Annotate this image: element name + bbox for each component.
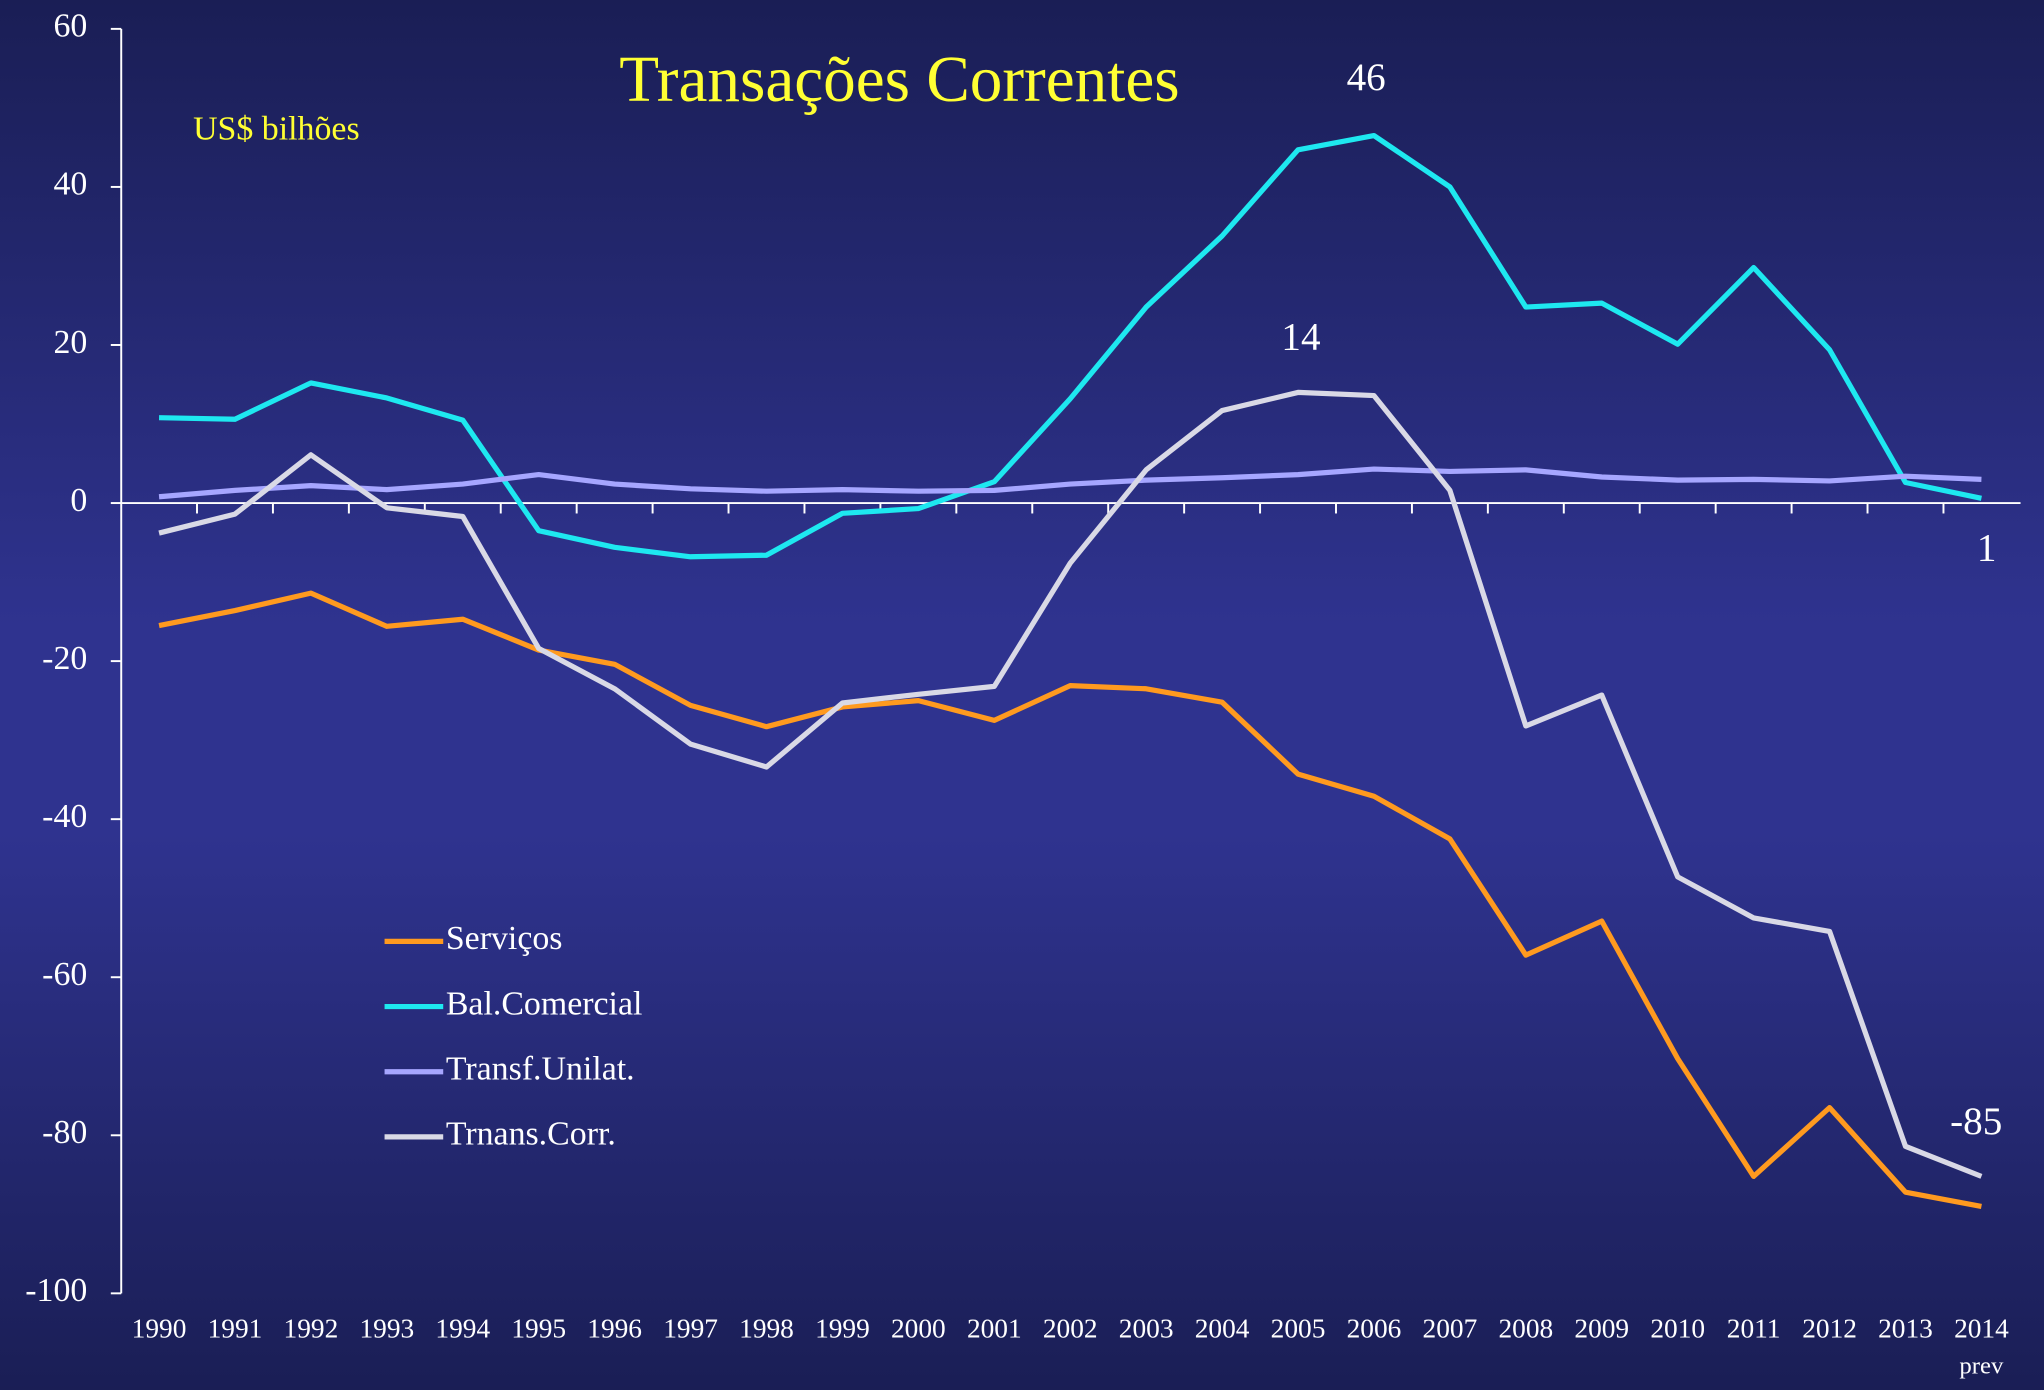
annotation: -85 <box>1950 1100 2002 1143</box>
x-tick-label: 2006 <box>1347 1313 1402 1343</box>
series-line <box>158 590 1982 1209</box>
x-tick-label: 2009 <box>1574 1313 1629 1343</box>
x-tick-label: 2005 <box>1271 1313 1326 1343</box>
x-tick-label: 1994 <box>435 1313 490 1343</box>
y-tick-label: -60 <box>42 956 87 993</box>
unit-label: US$ bilhões <box>193 111 360 148</box>
x-tick-label: 2011 <box>1727 1313 1781 1343</box>
x-tick-label: 1998 <box>739 1313 794 1343</box>
annotation: 14 <box>1281 315 1320 358</box>
legend-label: Bal.Comercial <box>446 985 643 1022</box>
y-tick-label: -100 <box>25 1272 87 1309</box>
x-tick-label: 2010 <box>1650 1313 1705 1343</box>
y-tick-label: 60 <box>53 8 87 45</box>
chart-title: Transações Correntes <box>619 44 1179 116</box>
annotation: 46 <box>1347 56 1386 99</box>
legend-label: Trnans.Corr. <box>446 1116 616 1153</box>
x-tick-label: 1999 <box>815 1313 870 1343</box>
x-tick-label: 2001 <box>967 1313 1022 1343</box>
x-tick-label: 1992 <box>284 1313 339 1343</box>
y-tick-label: 40 <box>53 166 87 203</box>
x-tick-label: 2014 <box>1954 1313 2009 1343</box>
x-tick-label: 2007 <box>1423 1313 1478 1343</box>
series-line <box>158 466 1982 500</box>
series-line <box>158 389 1983 1179</box>
series-line <box>158 132 1982 560</box>
x-tick-label: 2008 <box>1498 1313 1553 1343</box>
x-tick-label: 2002 <box>1043 1313 1098 1343</box>
y-tick-label: -20 <box>42 640 87 677</box>
annotation: 1 <box>1977 527 1997 570</box>
x-tick-label: 2003 <box>1119 1313 1174 1343</box>
legend-label: Serviços <box>446 920 563 957</box>
x-tick-label: 1997 <box>663 1313 718 1343</box>
y-tick-label: 20 <box>53 324 87 361</box>
x-tick-label: 1993 <box>359 1313 414 1343</box>
y-tick-label: -80 <box>42 1114 87 1151</box>
x-tick-label: 1996 <box>587 1313 642 1343</box>
x-tick-label: 1991 <box>208 1313 263 1343</box>
x-tick-label: 2013 <box>1878 1313 1933 1343</box>
x-tick-label: 1995 <box>511 1313 566 1343</box>
x-tick-label: 2012 <box>1802 1313 1857 1343</box>
x-tick-label: 2000 <box>891 1313 946 1343</box>
y-tick-label: -40 <box>42 798 87 835</box>
category-note: prev <box>1959 1352 2004 1379</box>
x-tick-label: 2004 <box>1195 1313 1250 1343</box>
x-tick-label: 1990 <box>132 1313 187 1343</box>
y-tick-label: 0 <box>70 482 87 519</box>
legend-label: Transf.Unilat. <box>446 1051 635 1088</box>
